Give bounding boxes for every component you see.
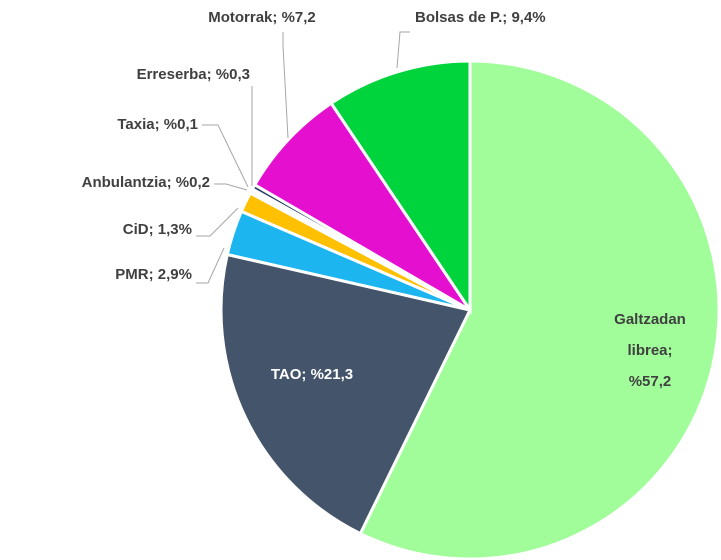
label-category: TAO; <box>271 366 307 383</box>
label-value: %0,2 <box>176 174 210 191</box>
data-label: Bolsas de P.; 9,4% <box>415 9 546 26</box>
label-category: librea; <box>627 342 672 359</box>
pie-slice <box>329 59 472 315</box>
leader-line <box>196 207 239 237</box>
label-value: %21,3 <box>311 366 354 383</box>
label-value: 1,3% <box>158 221 192 238</box>
leader-line <box>202 124 249 188</box>
leader-line <box>282 32 289 139</box>
label-value: %0,1 <box>164 116 198 133</box>
data-label: TAO; %21,3 <box>271 366 353 383</box>
label-category: CiD; <box>123 221 154 238</box>
label-category: Anbulantzia; <box>82 174 172 191</box>
pie-slice <box>219 252 473 536</box>
label-value: 2,9% <box>158 266 192 283</box>
data-label: Motorrak; %7,2 <box>208 9 316 26</box>
data-label: Galtzadan librea; %57,2 <box>614 311 686 390</box>
label-category: Motorrak; <box>208 9 277 26</box>
label-category: Erreserba; <box>137 66 212 83</box>
leader-line <box>214 183 248 191</box>
label-value: 9,4% <box>511 9 545 26</box>
data-label: CiD; 1,3% <box>123 221 192 238</box>
label-category: PMR; <box>115 266 153 283</box>
pie-slice <box>358 59 721 560</box>
label-value: %0,3 <box>216 66 250 83</box>
pie-slice <box>252 101 472 312</box>
data-label: Erreserba; %0,3 <box>137 66 250 83</box>
data-label: Taxia; %0,1 <box>117 116 198 133</box>
leader-line <box>396 31 410 69</box>
label-category: Bolsas de P.; <box>415 9 507 26</box>
label-value: %57,2 <box>629 373 672 390</box>
data-label: PMR; 2,9% <box>115 266 192 283</box>
label-category: Galtzadan <box>614 311 686 328</box>
label-category: Taxia; <box>117 116 159 133</box>
label-value: %7,2 <box>282 9 316 26</box>
data-label: Anbulantzia; %0,2 <box>82 174 210 191</box>
leader-line <box>196 247 225 284</box>
